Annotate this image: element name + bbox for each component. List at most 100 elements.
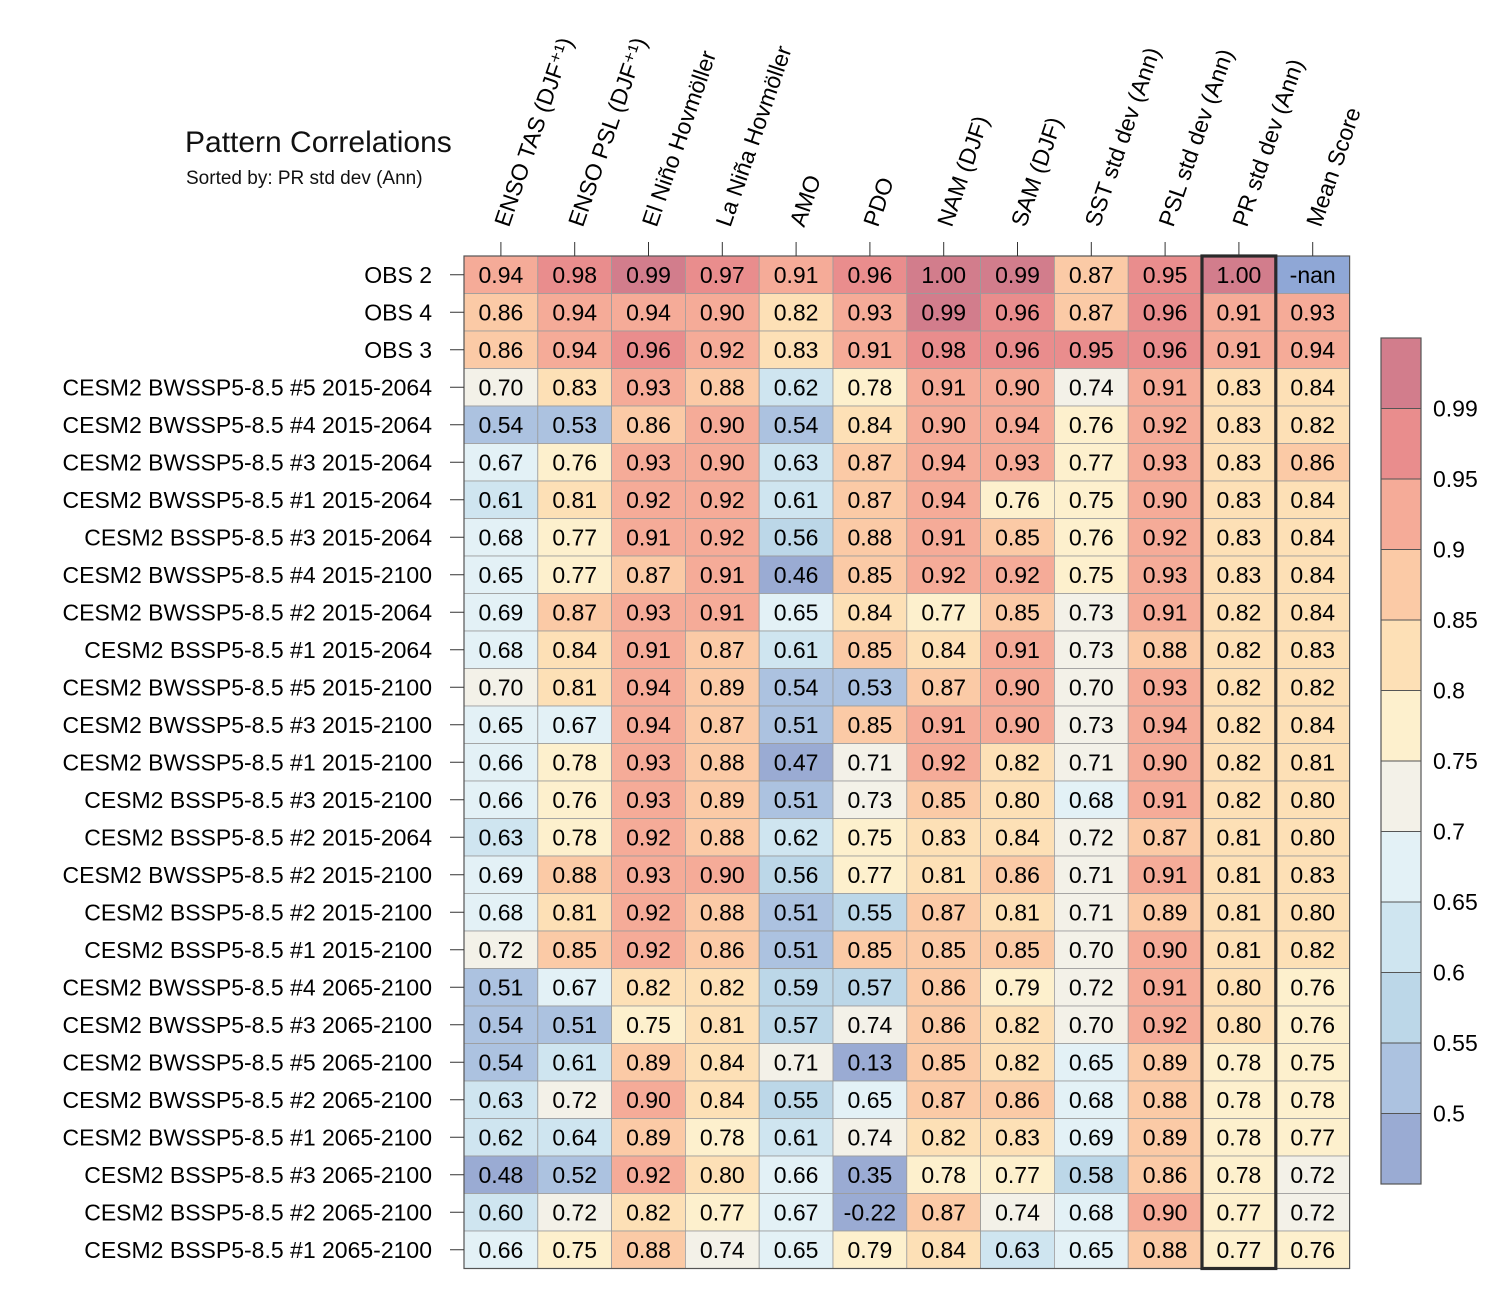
cell-value-label: 0.81 bbox=[1217, 824, 1262, 850]
cell-value-label: 0.77 bbox=[995, 1162, 1040, 1188]
cell-value-label: 0.92 bbox=[1143, 1012, 1188, 1038]
cell-value-label: 0.94 bbox=[552, 299, 597, 325]
cell-value-label: 0.93 bbox=[1143, 562, 1188, 588]
cell-value-label: 0.72 bbox=[552, 1199, 597, 1225]
cell-value-label: 0.82 bbox=[1290, 412, 1335, 438]
heatmap-cell bbox=[537, 1118, 612, 1157]
heatmap-cell bbox=[1054, 405, 1129, 444]
heatmap-cell bbox=[685, 405, 760, 444]
cell-value-label: 0.61 bbox=[552, 1049, 597, 1075]
heatmap-cell bbox=[758, 1080, 834, 1119]
cell-value-label: 0.76 bbox=[1290, 1237, 1335, 1263]
cell-value-label: 0.86 bbox=[479, 299, 524, 325]
cell-value-label: 0.81 bbox=[1290, 749, 1335, 775]
heatmap-cell bbox=[980, 443, 1055, 482]
cell-value-label: 0.91 bbox=[1143, 974, 1188, 1000]
row-label: CESM2 BWSSP5-8.5 #1 2065-2100 bbox=[63, 1124, 432, 1150]
heatmap-cell bbox=[1054, 443, 1129, 482]
cell-value-label: 0.87 bbox=[1069, 262, 1114, 288]
colorbar-segment bbox=[1381, 1113, 1421, 1184]
heatmap-cell bbox=[832, 893, 908, 932]
cell-value-label: 0.83 bbox=[1217, 487, 1262, 513]
cell-value-label: 0.92 bbox=[626, 899, 671, 925]
cell-value-label: 0.54 bbox=[479, 412, 524, 438]
cell-value-label: 0.83 bbox=[774, 337, 819, 363]
cell-value-label: 0.53 bbox=[552, 412, 597, 438]
heatmap-cell bbox=[1127, 855, 1203, 894]
heatmap-cell bbox=[1275, 293, 1351, 332]
heatmap-cell bbox=[1201, 555, 1277, 594]
heatmap-cell bbox=[980, 330, 1055, 369]
heatmap-cell bbox=[906, 780, 981, 819]
heatmap-cell bbox=[832, 1043, 908, 1082]
cell-value-label: 0.81 bbox=[552, 487, 597, 513]
cell-value-label: 0.75 bbox=[1290, 1049, 1335, 1075]
cell-value-label: 0.83 bbox=[1217, 412, 1262, 438]
cell-value-label: -nan bbox=[1290, 262, 1336, 288]
cell-value-label: 0.91 bbox=[1143, 374, 1188, 400]
cell-value-label: 0.92 bbox=[626, 937, 671, 963]
cell-value-label: 0.82 bbox=[626, 1199, 671, 1225]
heatmap-cell bbox=[611, 893, 686, 932]
cell-value-label: 0.65 bbox=[1069, 1237, 1114, 1263]
cell-value-label: 0.93 bbox=[1290, 299, 1335, 325]
heatmap-cell bbox=[537, 968, 612, 1007]
cell-value-label: 0.78 bbox=[552, 824, 597, 850]
heatmap-cell bbox=[463, 443, 539, 482]
cell-value-label: 0.85 bbox=[921, 787, 966, 813]
column-label: La Niña Hovmöller bbox=[710, 42, 796, 230]
cell-value-label: 0.67 bbox=[552, 974, 597, 1000]
cell-value-label: 0.78 bbox=[1217, 1087, 1262, 1113]
colorbar-tick-label: 0.6 bbox=[1433, 960, 1465, 986]
heatmap-cell bbox=[1201, 743, 1277, 782]
cell-value-label: 0.85 bbox=[848, 712, 893, 738]
cell-value-label: 0.57 bbox=[848, 974, 893, 1000]
cell-value-label: 0.83 bbox=[1290, 637, 1335, 663]
heatmap-cell bbox=[906, 968, 981, 1007]
heatmap-cell bbox=[1054, 1080, 1129, 1119]
cell-value-label: 0.84 bbox=[1290, 712, 1335, 738]
row-label: CESM2 BSSP5-8.5 #2 2015-2100 bbox=[84, 899, 432, 925]
cell-value-label: 0.80 bbox=[1290, 899, 1335, 925]
heatmap-cell bbox=[537, 855, 612, 894]
heatmap-cell bbox=[1275, 443, 1351, 482]
heatmap-cell bbox=[1127, 705, 1203, 744]
cell-value-label: 0.59 bbox=[774, 974, 819, 1000]
cell-value-label: 0.46 bbox=[774, 562, 819, 588]
heatmap-cell bbox=[611, 1155, 686, 1194]
cell-value-label: 0.51 bbox=[774, 787, 819, 813]
colorbar-segment bbox=[1381, 1043, 1421, 1114]
cell-value-label: 0.68 bbox=[479, 524, 524, 550]
colorbar-tick-label: 0.75 bbox=[1433, 748, 1478, 774]
cell-value-label: 0.91 bbox=[700, 562, 745, 588]
row-label: CESM2 BWSSP5-8.5 #4 2015-2100 bbox=[63, 562, 432, 588]
heatmap-cell bbox=[758, 593, 834, 632]
colorbar-tick-label: 0.65 bbox=[1433, 889, 1478, 915]
cell-value-label: 0.74 bbox=[995, 1199, 1040, 1225]
cell-value-label: 0.75 bbox=[1069, 562, 1114, 588]
cell-value-label: 0.69 bbox=[479, 599, 524, 625]
colorbar-segment bbox=[1381, 620, 1421, 691]
row-label: CESM2 BWSSP5-8.5 #5 2015-2064 bbox=[63, 374, 433, 400]
cell-value-label: 0.77 bbox=[1290, 1124, 1335, 1150]
cell-value-label: 0.84 bbox=[1290, 487, 1335, 513]
cell-value-label: 0.75 bbox=[1069, 487, 1114, 513]
cell-value-label: 0.77 bbox=[700, 1199, 745, 1225]
heatmap-cell bbox=[685, 668, 760, 707]
heatmap-cell bbox=[611, 480, 686, 519]
colorbar-tick-label: 0.85 bbox=[1433, 607, 1478, 633]
cell-value-label: 0.51 bbox=[479, 974, 524, 1000]
heatmap-cell bbox=[685, 293, 760, 332]
heatmap-cell bbox=[758, 293, 834, 332]
cell-value-label: 0.88 bbox=[552, 862, 597, 888]
heatmap-cell bbox=[537, 1193, 612, 1232]
chart-subtitle: Sorted by: PR std dev (Ann) bbox=[186, 168, 423, 189]
heatmap-cell bbox=[537, 780, 612, 819]
cell-value-label: 0.93 bbox=[626, 749, 671, 775]
cell-value-label: 0.87 bbox=[921, 1087, 966, 1113]
cell-value-label: 0.90 bbox=[700, 299, 745, 325]
row-label: OBS 2 bbox=[364, 262, 432, 288]
chart-title: Pattern Correlations bbox=[185, 126, 452, 159]
cell-value-label: 0.74 bbox=[848, 1012, 893, 1038]
column-label: AMO bbox=[784, 172, 826, 230]
